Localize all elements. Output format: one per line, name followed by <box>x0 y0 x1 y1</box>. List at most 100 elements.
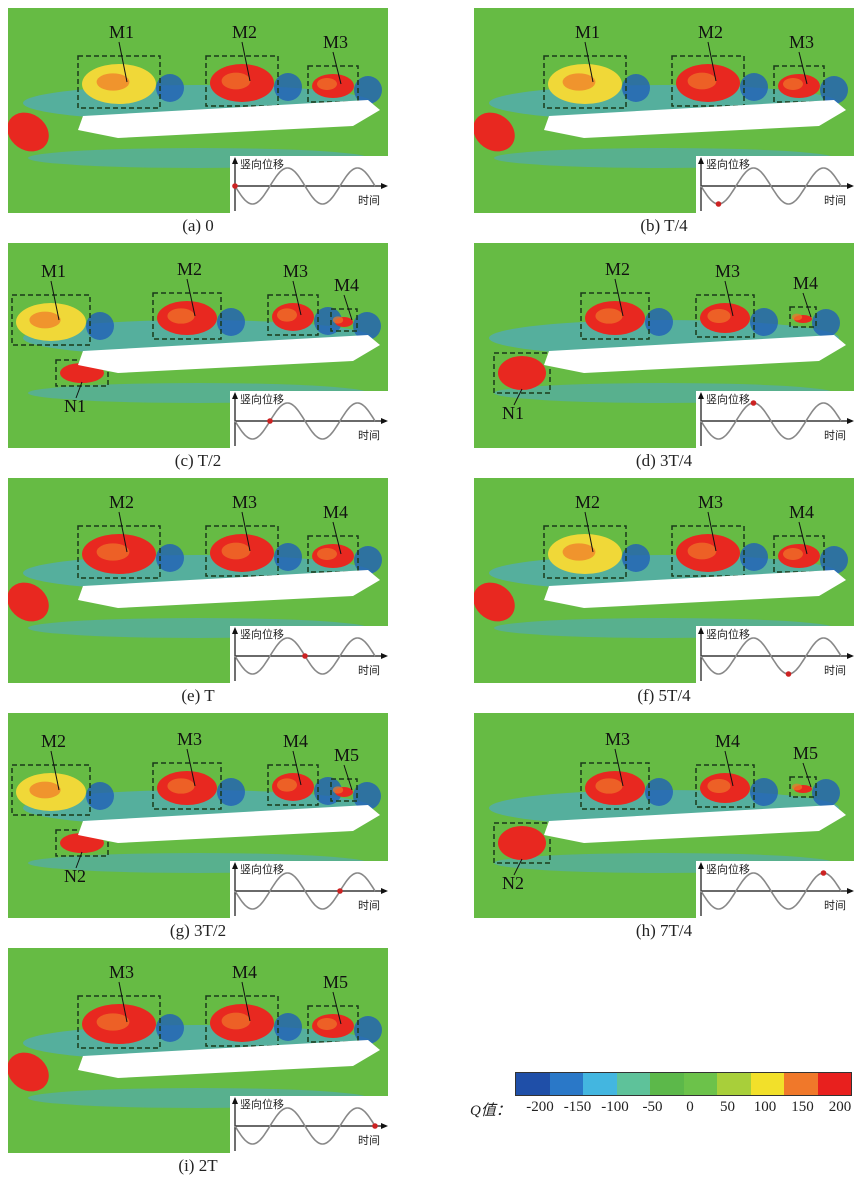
inset-ylabel: 竖向位移 <box>240 158 284 171</box>
panel-caption: (f) 5T/4 <box>637 686 691 705</box>
vortex-box-m3 <box>580 762 650 810</box>
colorbar-tick-label: -200 <box>526 1099 554 1115</box>
panel-7: M3 M4 M5 N2 竖向位移 时间 (h) 7T/4 <box>474 713 854 943</box>
displacement-inset: 竖向位移 时间 <box>230 1096 388 1153</box>
phase-marker <box>337 888 343 894</box>
vortex-box-m3 <box>695 294 755 338</box>
vortex-box-m2 <box>580 292 650 340</box>
phase-marker <box>715 201 722 207</box>
vortex-label-m2: M2 <box>41 731 66 751</box>
q-field-plot: M2 M3 M4 <box>474 478 854 683</box>
vortex-label-m1: M1 <box>41 261 66 281</box>
displacement-inset: 竖向位移时间 <box>230 391 388 448</box>
phase-marker <box>785 671 792 677</box>
vortex-box-m4 <box>267 764 319 806</box>
vortex-box-m1 <box>77 55 161 109</box>
vortex-label-m3: M3 <box>232 492 257 512</box>
colorbar-segment <box>616 1073 650 1095</box>
colorbar-title: Q值： <box>470 1103 511 1119</box>
displacement-inset: 竖向位移时间 <box>696 626 854 683</box>
inset-ylabel: 竖向位移 <box>240 393 284 406</box>
vortex-label-m2: M2 <box>232 22 257 42</box>
vortex-label-m4: M4 <box>232 962 257 982</box>
vortex-box-m4 <box>789 306 817 328</box>
panel-3: M2 M3 M4 N1 竖向位移 时间 (d) 3T/4 <box>474 243 854 473</box>
inset-ylabel: 竖向位移 <box>706 628 750 641</box>
panel-caption: (h) 7T/4 <box>635 921 693 940</box>
colorbar-tick-label: 0 <box>686 1099 694 1115</box>
vortex-label-m3: M3 <box>109 962 134 982</box>
phase-marker <box>267 418 273 424</box>
vortex-box-m3 <box>77 995 161 1049</box>
inset-ylabel: 竖向位移 <box>240 628 284 641</box>
vortex-box-m4 <box>695 764 755 808</box>
vortex-label-m3: M3 <box>177 729 202 749</box>
vortex-box-m5 <box>307 1005 359 1043</box>
vortex-label-m3: M3 <box>605 729 630 749</box>
displacement-inset: 竖向位移 时间 <box>696 391 854 448</box>
colorbar-segment <box>817 1073 851 1095</box>
inset-xlabel: 时间 <box>824 664 846 677</box>
panel-caption: (i) 2T <box>178 1156 218 1175</box>
colorbar-tick-label: 50 <box>720 1099 735 1115</box>
panel-caption: (d) 3T/4 <box>635 451 693 470</box>
bridge-deck-section <box>544 335 846 373</box>
vortex-n1 <box>498 356 546 390</box>
q-field-plot: M2 M3 M4 M5 N2 <box>8 713 388 918</box>
displacement-inset: 竖向位移 时间 <box>696 861 854 918</box>
vortex-box-m4 <box>307 535 359 573</box>
vortex-label-n1: N1 <box>64 396 86 416</box>
vortex-label-m5: M5 <box>323 972 348 992</box>
vortex-box-m4 <box>330 308 358 332</box>
vortex-label-m3: M3 <box>715 261 740 281</box>
colorbar-segment <box>750 1073 784 1095</box>
vortex-label-m4: M4 <box>283 731 308 751</box>
displacement-inset: 竖向位移时间 <box>230 626 388 683</box>
vortex-label-m5: M5 <box>334 745 359 765</box>
inset-xlabel: 时间 <box>358 194 380 207</box>
inset-xlabel: 时间 <box>358 664 380 677</box>
vortex-label-m3: M3 <box>698 492 723 512</box>
inset-xlabel: 时间 <box>824 194 846 207</box>
phase-marker <box>302 653 308 659</box>
colorbar-tick-label: -100 <box>601 1099 629 1115</box>
inset-ylabel: 竖向位移 <box>240 863 284 876</box>
vortex-label-m1: M1 <box>575 22 600 42</box>
q-colorbar <box>515 1072 852 1096</box>
panel-6: M2 M3 M4 M5 N2 竖向位移 时间 (g) 3T/2 <box>8 713 388 943</box>
colorbar-segment <box>583 1073 617 1095</box>
panel-8: M3 M4 M5 竖向位移 时间 (i) 2T <box>8 948 388 1178</box>
vortex-label-m2: M2 <box>698 22 723 42</box>
panel-caption: (g) 3T/2 <box>169 921 227 940</box>
vortex-box-m2 <box>671 55 745 107</box>
vortex-label-m1: M1 <box>109 22 134 42</box>
panel-4: M2 M3 M4 竖向位移 时间 (e) T <box>8 478 388 708</box>
vortex-box-m3 <box>205 525 279 577</box>
colorbar-segment <box>549 1073 583 1095</box>
colorbar-segment <box>784 1073 818 1095</box>
vortex-label-m2: M2 <box>109 492 134 512</box>
colorbar-segment <box>516 1073 550 1095</box>
vortex-box-m2 <box>205 55 279 107</box>
vortex-label-m4: M4 <box>334 275 359 295</box>
vortex-n2 <box>498 826 546 860</box>
vortex-box-m1 <box>543 55 627 109</box>
phase-marker <box>820 870 827 876</box>
inset-xlabel: 时间 <box>358 429 380 442</box>
vortex-label-n2: N2 <box>502 873 524 893</box>
phase-marker <box>750 400 757 406</box>
bridge-deck-section <box>544 100 846 138</box>
inset-ylabel: 竖向位移 <box>240 1098 284 1111</box>
panel-5: M2 M3 M4 竖向位移时间 (f) 5T/4 <box>474 478 854 708</box>
vortex-box-m3 <box>267 294 319 336</box>
panel-1: M1 M2 M3 竖向位移 时间 (b) T/4 <box>474 8 854 238</box>
vortex-label-m4: M4 <box>715 731 740 751</box>
vortex-box-m3 <box>671 525 745 577</box>
bridge-deck-section <box>544 570 846 608</box>
colorbar-tick-label: -50 <box>642 1099 663 1115</box>
inset-ylabel: 竖向位移 <box>706 158 750 171</box>
vortex-label-m4: M4 <box>323 502 348 522</box>
inset-ylabel: 竖向位移 <box>706 393 750 406</box>
vortex-box-m4 <box>205 995 279 1047</box>
vortex-label-m2: M2 <box>177 259 202 279</box>
